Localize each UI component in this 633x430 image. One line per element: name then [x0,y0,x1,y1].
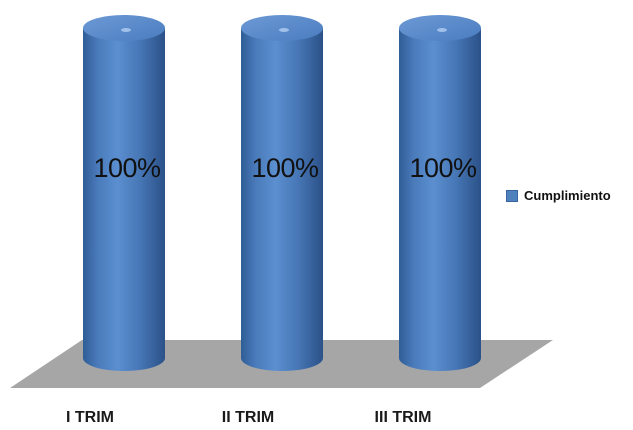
data-label: 100% [93,153,161,183]
bar-body [241,28,323,371]
bar-highlight [437,28,447,32]
data-label: 100% [409,153,477,183]
bar-body [83,28,165,371]
data-label: 100% [251,153,319,183]
bar-highlight [121,28,131,32]
bar-top [83,15,165,41]
bar-top [241,15,323,41]
bar-highlight [279,28,289,32]
bar-2 [241,15,323,371]
legend-swatch [506,189,518,202]
x-tick-label: II TRIM [222,409,274,426]
bar-body [399,28,481,371]
bar-1 [83,15,165,371]
legend-label: Cumplimiento [524,188,611,203]
bar-3 [399,15,481,371]
x-tick-label: I TRIM [66,409,114,426]
x-tick-label: III TRIM [375,409,432,426]
chart-legend: Cumplimiento [506,188,611,203]
bar-top [399,15,481,41]
